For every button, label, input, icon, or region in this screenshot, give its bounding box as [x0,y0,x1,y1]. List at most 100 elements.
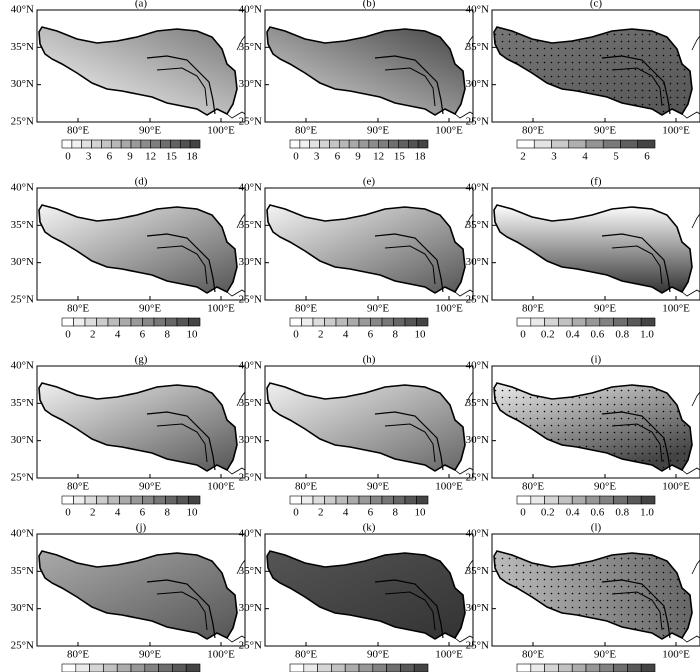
lat-label: 25°N [11,294,34,306]
colorbar-box [170,139,181,149]
colorbar-label: 6 [107,151,113,163]
colorbar-box [372,663,387,672]
colorbar-box [312,495,325,505]
colorbar-label: 8 [164,507,170,519]
border [226,635,246,643]
colorbar-label: 9 [355,151,361,163]
colorbar-label: 8 [164,329,170,341]
border [681,111,700,119]
colorbar-label: 2 [90,329,96,341]
plateau [266,204,466,294]
colorbar-box [551,139,570,149]
lat-label: 35°N [11,219,34,231]
panel: (e) 40°N 35°N 30°N 25°N 80°E 90°E 100°E 0 2 4 6 8 10 [239,176,474,341]
lon-label: 100°E [662,303,690,315]
lat-label: 40°N [466,182,489,194]
border [691,559,700,575]
colorbar-box [176,317,189,327]
lat-label: 40°N [239,528,262,540]
colorbar-box [329,139,340,149]
panel-label: (h) [363,354,376,366]
lat-label: 40°N [11,182,34,194]
colorbar-box [358,663,374,672]
panel: (d) 40°N 35°N 30°N 25°N 80°E 90°E 100°E 0 2 4 6 8 10 [11,176,246,341]
map [36,187,246,301]
colorbar-box [544,495,559,505]
border [464,213,474,229]
lon-label: 100°E [662,649,690,661]
lat-label: 25°N [239,472,262,484]
colorbar-box [347,495,360,505]
colorbar-box [130,317,143,327]
colorbar-box [142,317,155,327]
colorbar-box [335,495,348,505]
colorbar-box [120,139,132,149]
lat-label: 30°N [466,78,489,90]
colorbar-box [368,139,380,149]
map [36,533,246,647]
lat-label: 30°N [466,256,489,268]
lon-label: 80°E [522,649,544,661]
river [384,591,436,631]
colorbar-box [116,663,132,672]
border [454,635,474,643]
colorbar-label: 0.6 [591,329,605,341]
panel-label: (e) [363,176,376,188]
lat-label: 35°N [466,397,489,409]
colorbar-box [153,495,166,505]
lon-label: 80°E [522,125,544,137]
colorbar-label: 6 [368,507,374,519]
panel-label: (d) [135,176,148,188]
lon-label: 100°E [662,481,690,493]
colorbar-box [179,139,191,149]
panel: (k)40°N35°N30°N25°N80°E90°E100°E00.20.40… [239,522,474,672]
river [601,411,671,471]
panel-label: (j) [136,522,147,534]
colorbar-box [107,317,120,327]
colorbar-label: 6 [368,329,374,341]
colorbar-box [413,663,429,672]
colorbar-box [185,663,201,672]
panel: (j)40°N35°N30°N25°N80°E90°E100°E00.20.40… [11,522,246,672]
colorbar-box [172,663,187,672]
panel: (h) 40°N 35°N 30°N 25°N 80°E 90°E 100°E 0 2 4 6 8 10 [239,354,474,519]
lat-label: 30°N [466,434,489,446]
colorbar-label: 9 [127,151,133,163]
colorbar-box [599,663,614,672]
panel: (l)40°N35°N30°N25°N80°E90°E100°E00.10.20… [466,522,700,672]
map [36,365,246,479]
colorbar-box [398,139,409,149]
colorbar-label: 0.6 [591,507,605,519]
colorbar-box [103,663,118,672]
colorbar-label: 4 [115,329,121,341]
lat-label: 35°N [239,565,262,577]
colorbar-box [188,495,201,505]
river [384,245,436,285]
river [146,233,216,293]
colorbar-box [627,495,642,505]
colorbar-box [61,139,73,149]
colorbar-box [165,317,178,327]
colorbar-box [381,495,394,505]
colorbar-box [627,317,642,327]
colorbar-box [81,139,92,149]
colorbar-box [188,317,201,327]
colorbar-box [61,663,77,672]
colorbar-box [544,317,559,327]
colorbar-label: 0 [520,507,526,519]
lat-label: 40°N [11,360,34,372]
lon-label: 80°E [522,481,544,493]
colorbar-label: 0.2 [541,507,555,519]
colorbar-box [140,139,152,149]
colorbar-label: 1.0 [640,329,654,341]
lon-label: 100°E [435,303,463,315]
colorbar-label: 2 [318,507,324,519]
panel-label: (i) [591,354,602,366]
river [611,245,663,285]
plateau [493,204,693,294]
lon-label: 90°E [594,303,616,315]
colorbar-box [585,139,604,149]
colorbar-box [158,663,173,672]
river [611,67,663,107]
lat-label: 25°N [466,294,489,306]
